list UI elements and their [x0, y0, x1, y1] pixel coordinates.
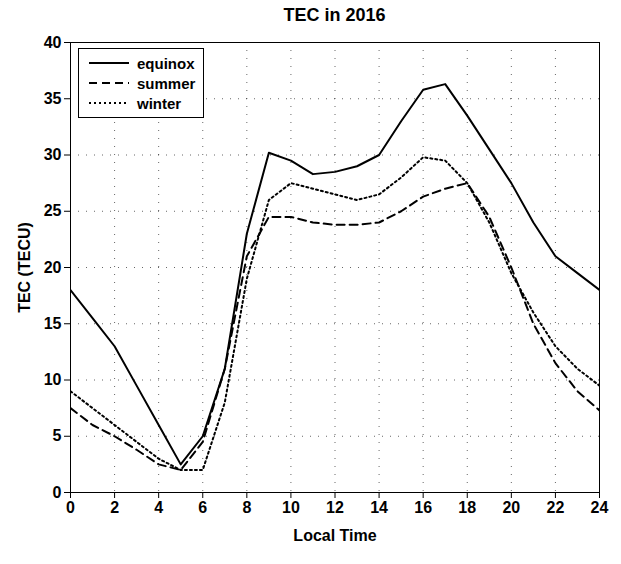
html-text:equinox: equinox [137, 54, 195, 72]
svg-text:24: 24 [591, 499, 609, 516]
svg-text:TEC (TECU): TEC (TECU) [16, 222, 33, 313]
svg-text:16: 16 [414, 499, 432, 516]
svg-text:0: 0 [53, 484, 62, 501]
svg-text:6: 6 [198, 499, 207, 516]
svg-text:25: 25 [44, 202, 62, 219]
html-text:summer: summer [137, 74, 196, 92]
svg-text:14: 14 [370, 499, 388, 516]
svg-text:18: 18 [458, 499, 476, 516]
svg-text:22: 22 [547, 499, 565, 516]
svg-text:40: 40 [44, 34, 62, 51]
svg-text:20: 20 [502, 499, 520, 516]
svg-text:30: 30 [44, 146, 62, 163]
html-text:TEC in 2016: TEC in 2016 [283, 5, 386, 25]
svg-text:10: 10 [44, 371, 62, 388]
svg-text:2: 2 [110, 499, 119, 516]
svg-text:12: 12 [326, 499, 344, 516]
svg-text:8: 8 [242, 499, 251, 516]
svg-text:20: 20 [44, 259, 62, 276]
svg-text:0: 0 [66, 499, 75, 516]
svg-text:10: 10 [282, 499, 300, 516]
svg-text:35: 35 [44, 90, 62, 107]
svg-text:15: 15 [44, 315, 62, 332]
svg-text:Local Time: Local Time [293, 527, 376, 544]
svg-text:5: 5 [53, 427, 62, 444]
html-text:winter: winter [137, 94, 182, 112]
svg-text:4: 4 [154, 499, 163, 516]
